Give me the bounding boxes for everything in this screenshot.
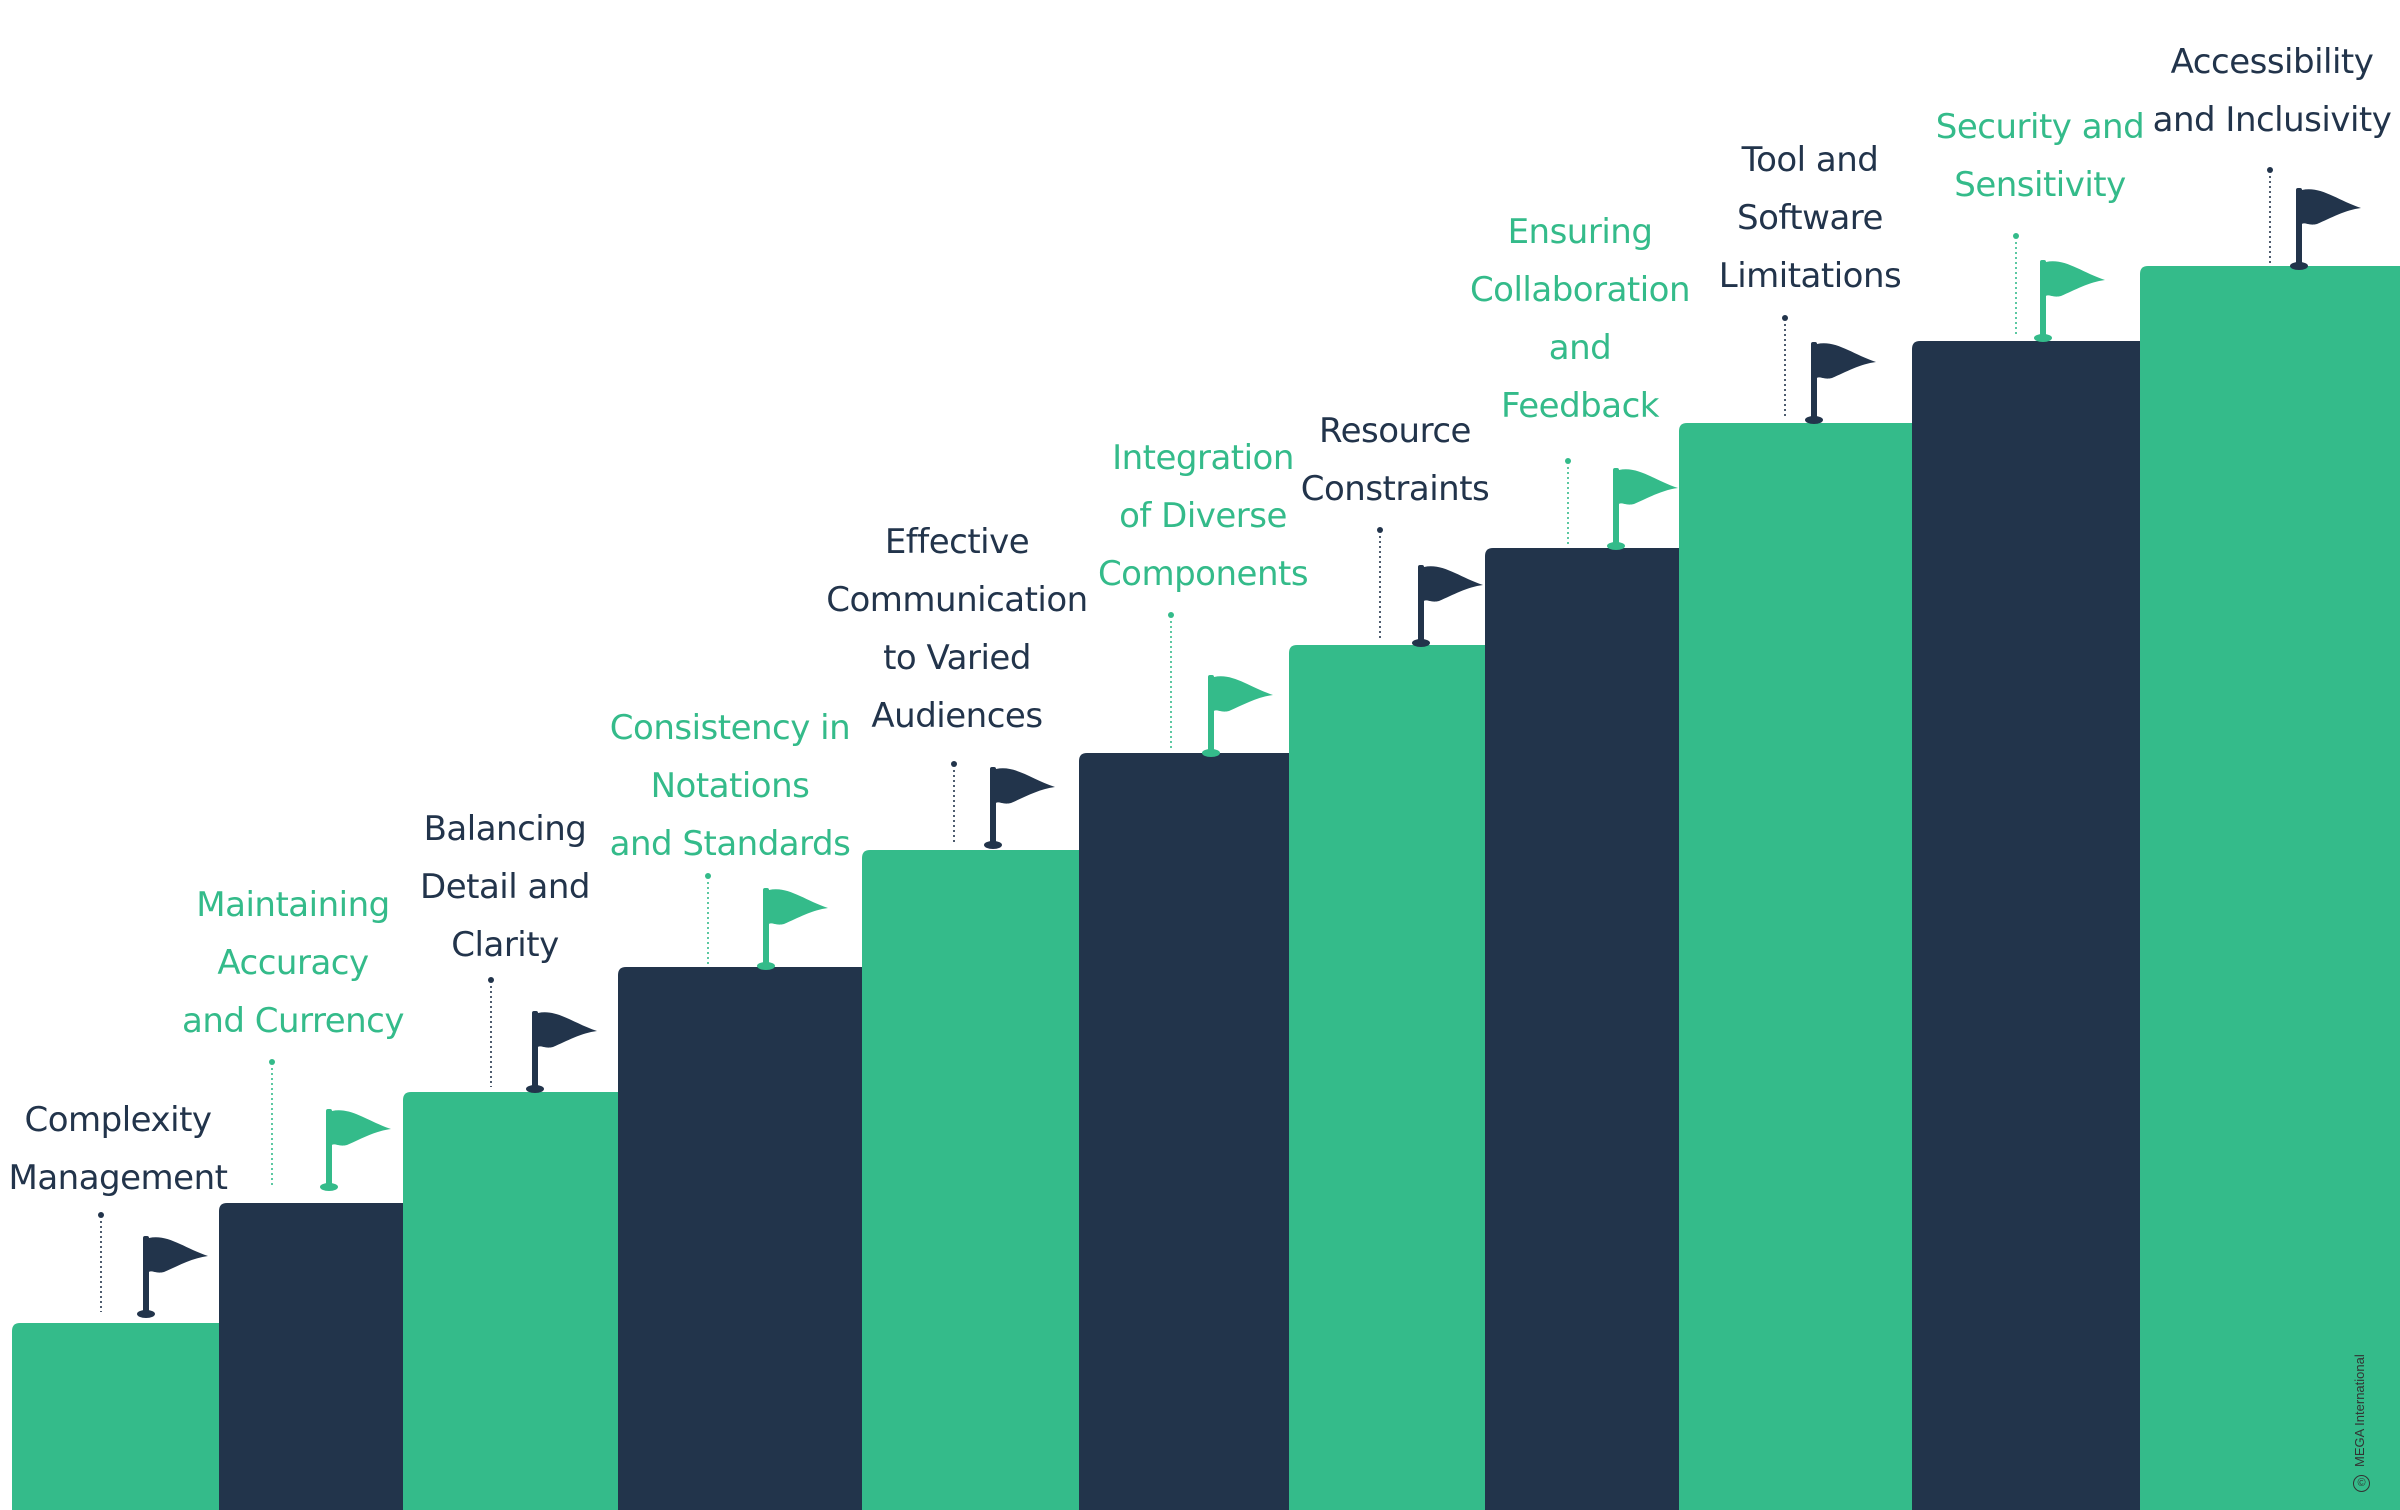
step-4 — [618, 967, 920, 1510]
step-label-6: Integration of Diverse Components — [1097, 438, 1309, 594]
flag-icon — [1817, 343, 1876, 379]
step-block — [618, 967, 920, 1510]
step-block — [1679, 423, 1981, 1510]
connector-dot — [488, 977, 494, 983]
copyright-notice: © MEGA International — [2352, 1354, 2370, 1492]
flag-base — [137, 1310, 155, 1318]
copyright-text: MEGA International — [2352, 1354, 2367, 1467]
flag-icon — [538, 1012, 597, 1048]
flag-pole — [143, 1236, 149, 1314]
connector-dot — [1782, 315, 1788, 321]
flag-base — [320, 1183, 338, 1191]
connector-dot — [2267, 167, 2273, 173]
flag-base — [1607, 542, 1625, 550]
connector-dot — [1377, 527, 1383, 533]
flag-pole — [326, 1109, 332, 1187]
step-block — [1912, 341, 2214, 1510]
step-label-8: Ensuring Collaboration and Feedback — [1469, 212, 1691, 426]
step-label-3: Balancing Detail and Clarity — [420, 809, 590, 965]
flag-group-11 — [2267, 167, 2361, 270]
flag-pole — [763, 888, 769, 966]
connector-dot — [951, 761, 957, 767]
flag-base — [526, 1085, 544, 1093]
flag-group-7 — [1377, 527, 1483, 647]
step-label-10: Security and Sensitivity — [1935, 107, 2145, 205]
flag-group-6 — [1168, 612, 1273, 757]
step-block — [2140, 266, 2400, 1510]
flag-pole — [2040, 260, 2046, 338]
flag-icon — [2302, 189, 2361, 225]
step-10 — [1912, 341, 2214, 1510]
step-label-7: Resource Constraints — [1300, 411, 1490, 509]
flag-icon — [149, 1237, 208, 1273]
flag-icon — [2046, 261, 2105, 297]
connector-dot — [1565, 458, 1571, 464]
flag-base — [1412, 639, 1430, 647]
flag-pole — [1418, 565, 1424, 643]
flag-icon — [1214, 676, 1273, 712]
flag-icon — [1424, 566, 1483, 602]
flag-icon — [996, 768, 1055, 804]
flag-group-9 — [1782, 315, 1876, 424]
connector-dot — [269, 1059, 275, 1065]
flag-pole — [1811, 342, 1817, 420]
connector-dot — [98, 1212, 104, 1218]
flag-group-2 — [269, 1059, 391, 1191]
flag-group-4 — [705, 873, 828, 970]
flag-icon — [1619, 469, 1678, 505]
connector-dot — [2013, 233, 2019, 239]
step-11 — [2140, 266, 2400, 1510]
step-label-11: Accessibility and Inclusivity — [2152, 42, 2392, 140]
connector-dot — [1168, 612, 1174, 618]
flag-pole — [1208, 675, 1214, 753]
flag-icon — [769, 889, 828, 925]
flag-pole — [1613, 468, 1619, 546]
step-label-9: Tool and Software Limitations — [1718, 140, 1902, 296]
flag-group-1 — [98, 1212, 208, 1318]
flag-group-10 — [2013, 233, 2105, 342]
flag-group-3 — [488, 977, 597, 1093]
flag-icon — [332, 1110, 391, 1146]
flag-base — [1805, 416, 1823, 424]
flag-pole — [990, 767, 996, 845]
step-9 — [1679, 423, 1981, 1510]
flag-pole — [2296, 188, 2302, 266]
flag-base — [984, 841, 1002, 849]
connector-dot — [705, 873, 711, 879]
flag-group-8 — [1565, 458, 1678, 550]
flag-base — [757, 962, 775, 970]
flag-base — [1202, 749, 1220, 757]
step-label-4: Consistency in Notations and Standards — [609, 708, 851, 864]
flag-base — [2290, 262, 2308, 270]
flag-group-5 — [951, 761, 1055, 849]
flag-pole — [532, 1011, 538, 1089]
step-label-1: Complexity Management — [8, 1100, 228, 1198]
step-label-2: Maintaining Accuracy and Currency — [182, 885, 404, 1041]
flag-base — [2034, 334, 2052, 342]
copyright-icon: © — [2353, 1475, 2370, 1492]
step-label-5: Effective Communication to Varied Audien… — [826, 522, 1088, 736]
